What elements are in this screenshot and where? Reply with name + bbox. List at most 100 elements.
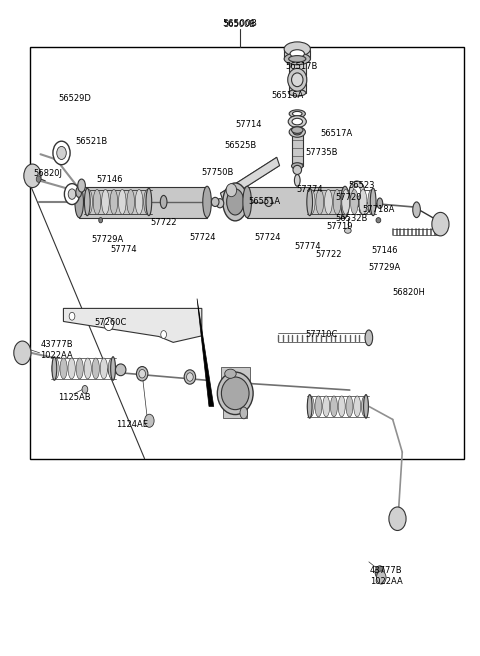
Ellipse shape [139,369,145,378]
Ellipse shape [243,186,252,218]
Text: 1124AE: 1124AE [116,420,148,429]
Ellipse shape [291,73,303,87]
Ellipse shape [226,184,237,197]
Circle shape [161,331,167,338]
Bar [30,47,464,459]
Text: 57729A: 57729A [369,263,401,272]
Text: 1022AA: 1022AA [370,577,403,586]
Ellipse shape [102,190,109,215]
Ellipse shape [146,188,152,216]
Text: 57714: 57714 [235,119,262,129]
Text: 43777B: 43777B [40,340,73,350]
Ellipse shape [227,189,244,215]
Ellipse shape [292,118,302,125]
Text: 1022AA: 1022AA [40,351,73,360]
Bar [284,50,310,59]
Circle shape [104,318,114,331]
Text: 57719: 57719 [326,222,352,232]
Ellipse shape [288,56,306,62]
Ellipse shape [75,186,84,218]
Ellipse shape [284,42,311,56]
Text: 56517B: 56517B [285,62,318,72]
Circle shape [432,213,449,236]
Ellipse shape [294,174,300,186]
Text: 57724: 57724 [190,234,216,242]
Ellipse shape [203,186,211,218]
Text: 57735B: 57735B [306,148,338,157]
Circle shape [144,414,154,427]
Ellipse shape [76,358,84,379]
Ellipse shape [76,187,82,197]
Ellipse shape [99,218,103,223]
Ellipse shape [365,330,372,346]
Ellipse shape [360,205,369,215]
Text: 56500B: 56500B [224,20,256,29]
Ellipse shape [82,386,88,394]
Text: 57774: 57774 [110,245,137,254]
Ellipse shape [102,195,109,209]
Ellipse shape [323,396,330,417]
Circle shape [69,312,75,320]
Ellipse shape [359,190,367,215]
Ellipse shape [284,53,311,65]
Circle shape [24,164,41,188]
Text: 56517A: 56517A [320,129,352,138]
Ellipse shape [346,396,353,417]
Ellipse shape [307,395,312,418]
Ellipse shape [289,110,305,117]
Ellipse shape [291,163,303,169]
Circle shape [36,176,41,182]
Ellipse shape [293,165,301,174]
Text: 57722: 57722 [150,218,177,227]
Text: 57146: 57146 [371,247,398,255]
Ellipse shape [413,202,420,218]
Ellipse shape [338,396,345,417]
Text: 56820H: 56820H [393,288,426,297]
Ellipse shape [187,373,193,381]
Ellipse shape [350,190,358,215]
Ellipse shape [361,396,369,417]
Text: 57774: 57774 [296,185,323,194]
Ellipse shape [60,358,67,379]
Ellipse shape [289,127,305,137]
Ellipse shape [110,190,118,215]
Ellipse shape [184,370,196,384]
Ellipse shape [307,190,315,215]
Circle shape [349,181,364,202]
Text: 57774: 57774 [294,242,321,251]
Text: 56516A: 56516A [271,91,303,100]
Text: 43777B: 43777B [370,567,402,575]
Bar [221,367,250,386]
Text: 57722: 57722 [315,251,342,259]
Ellipse shape [315,396,322,417]
Ellipse shape [85,190,93,215]
Circle shape [68,189,76,199]
Ellipse shape [119,190,126,215]
Ellipse shape [307,188,312,216]
Text: 56525B: 56525B [225,140,257,150]
Ellipse shape [330,396,337,417]
Text: 57750B: 57750B [202,168,234,177]
Polygon shape [197,298,214,406]
Ellipse shape [288,115,306,127]
Ellipse shape [288,90,306,96]
Ellipse shape [341,186,349,218]
Text: 57724: 57724 [254,234,281,242]
Circle shape [376,571,386,584]
Ellipse shape [217,372,253,415]
Ellipse shape [333,190,341,215]
Text: 56551A: 56551A [249,197,281,207]
Circle shape [18,348,25,358]
Ellipse shape [68,358,75,379]
Ellipse shape [160,195,167,209]
Ellipse shape [225,369,236,379]
Text: 57260C: 57260C [95,318,127,327]
Ellipse shape [111,357,116,380]
Ellipse shape [136,367,148,381]
Ellipse shape [292,112,302,116]
Ellipse shape [293,129,301,135]
Bar [288,59,306,93]
Ellipse shape [221,377,249,409]
Ellipse shape [370,188,376,216]
Ellipse shape [376,218,381,223]
